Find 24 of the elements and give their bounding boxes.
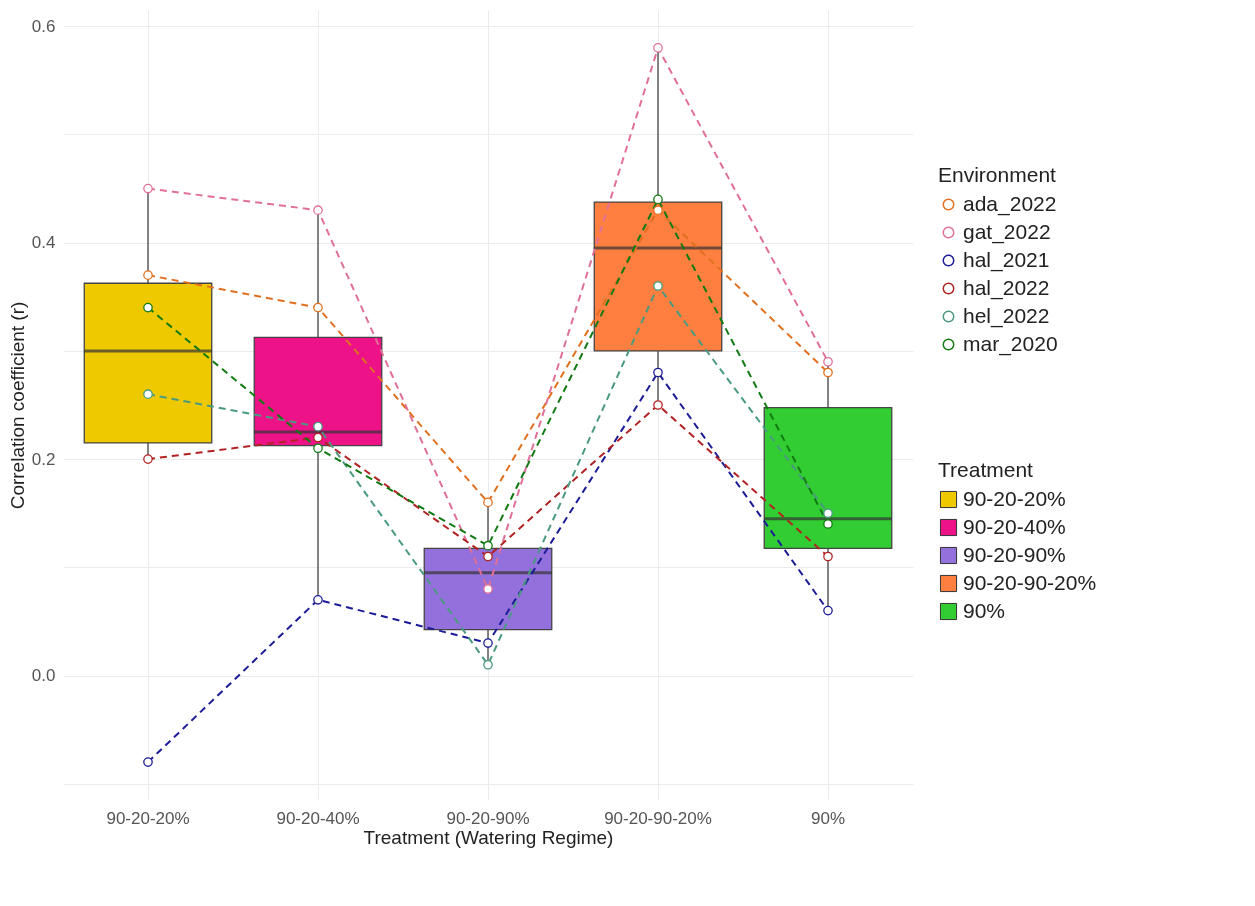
y-tick-label: 0.6: [31, 16, 56, 36]
x-tick-label: 90%: [810, 808, 846, 828]
x-tick-label: 90-20-90%: [446, 808, 530, 828]
text: Treatment: [938, 458, 1034, 481]
legend-label: hal_2021: [963, 247, 1050, 272]
legend-title: Environment: [938, 163, 1057, 186]
category-label: 90-20-40%: [963, 514, 1066, 538]
x-tick-label: 90-20-40%: [276, 808, 360, 828]
x-tick-label: 90-20-20%: [106, 808, 190, 828]
y-tick-label: 0.2: [31, 449, 56, 469]
category-label: 90-20-90-20%: [963, 570, 1097, 594]
category-label: 90-20-90%: [963, 542, 1066, 566]
legend-label: mar_2020: [963, 331, 1058, 356]
y-tick-label: 0.0: [31, 666, 56, 686]
x-tick-label: 90-20-90-20%: [604, 808, 712, 828]
legend-label: gat_2022: [963, 219, 1051, 244]
category-label: 90-20-20%: [963, 486, 1066, 510]
y-axis-title: Correlation coefficient (r): [6, 301, 28, 510]
category-label: 90%: [963, 598, 1006, 622]
x-axis-title: Treatment (Watering Regime): [363, 826, 614, 848]
legend-label: hel_2022: [963, 303, 1050, 328]
legend-label: hal_2022: [963, 275, 1050, 300]
legend-label: ada_2022: [963, 191, 1057, 216]
y-tick-label: 0.4: [31, 233, 56, 253]
